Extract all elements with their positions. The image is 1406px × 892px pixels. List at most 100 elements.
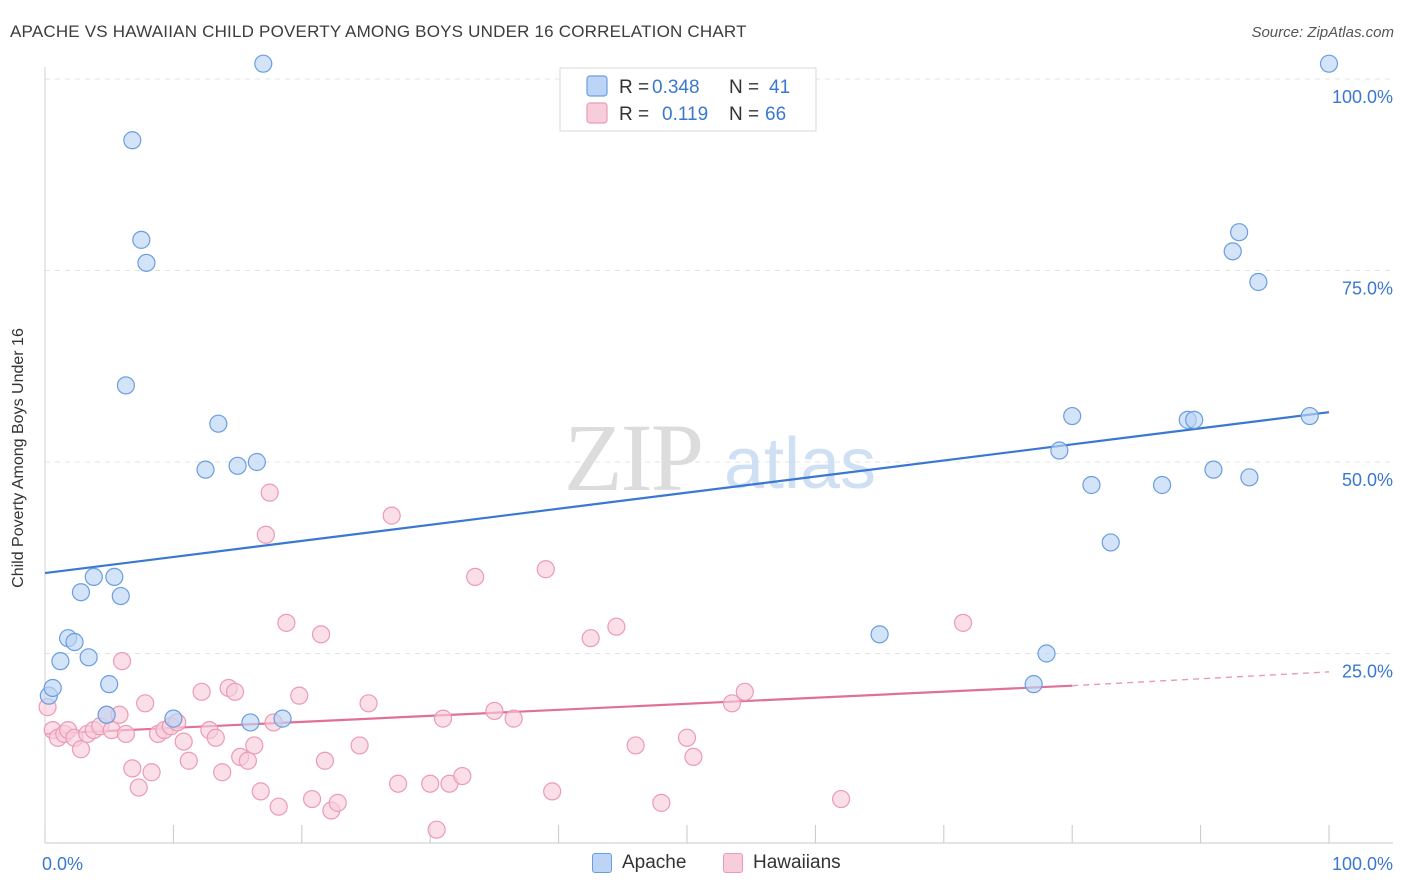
point-hawaiians-66: [722, 694, 742, 713]
point-apache-25: [1024, 675, 1043, 694]
legend-n-label-apache: N =: [729, 77, 759, 98]
legend-r-label-hawaiians: R =: [619, 104, 649, 125]
point-apache-23: [273, 709, 292, 728]
point-apache-12: [116, 376, 135, 395]
point-hawaiians-69: [831, 789, 851, 809]
bottom-legend-label-apache: Apache: [622, 852, 687, 873]
watermark-zip: ZIP: [564, 404, 702, 511]
point-hawaiians-46: [350, 736, 369, 755]
trend-line-apache: [44, 411, 1330, 575]
y-tick-label-1: 50.0%: [1342, 470, 1393, 490]
point-apache-15: [137, 253, 156, 272]
y-tick-label-2: 75.0%: [1342, 279, 1393, 299]
point-hawaiians-36: [260, 483, 279, 502]
point-apache-9: [100, 675, 119, 694]
bottom-legend-swatch-apache: [592, 853, 612, 873]
point-apache-30: [1101, 533, 1120, 552]
trend-line-dashed-hawaiians: [1072, 671, 1330, 687]
source-label: Source: ZipAtlas.com: [1251, 24, 1394, 41]
point-hawaiians-25: [192, 682, 211, 701]
point-apache-1: [43, 678, 62, 698]
point-apache-14: [132, 230, 151, 249]
point-apache-22: [254, 54, 273, 73]
point-hawaiians-65: [684, 747, 703, 767]
point-hawaiians-40: [290, 686, 309, 705]
legend: R = 0.348 N = 41 R = 0.119 N = 66: [559, 67, 817, 132]
point-hawaiians-42: [311, 625, 331, 644]
tick-labels: 25.0% 50.0% 75.0% 100.0% 0.0% 100.0%: [42, 87, 1393, 874]
grid-lines: [45, 78, 1393, 654]
point-apache-11: [111, 586, 130, 606]
point-apache-18: [209, 414, 228, 433]
legend-r-value-hawaiians: 0.119: [662, 104, 708, 125]
point-hawaiians-48: [382, 506, 401, 525]
point-hawaiians-35: [256, 525, 275, 544]
point-apache-20: [241, 713, 260, 732]
point-hawaiians-28: [213, 763, 232, 782]
point-apache-29: [1082, 475, 1101, 495]
bottom-legend-swatch-hawaiians: [723, 853, 743, 873]
point-hawaiians-27: [206, 728, 225, 747]
point-apache-26: [1037, 644, 1056, 663]
point-hawaiians-49: [389, 774, 408, 793]
point-hawaiians-15: [123, 759, 142, 778]
point-apache-24: [870, 625, 889, 644]
legend-n-label-hawaiians: N =: [729, 104, 759, 125]
point-apache-34: [1204, 460, 1223, 479]
point-apache-37: [1240, 468, 1259, 487]
point-hawaiians-34: [251, 782, 270, 801]
point-hawaiians-50: [421, 774, 440, 793]
point-apache-6: [79, 648, 98, 667]
point-apache-33: [1185, 410, 1204, 429]
point-hawaiians-58: [536, 560, 555, 579]
bottom-legend-hawaiians: Hawaiians: [723, 852, 841, 874]
point-hawaiians-57: [504, 709, 523, 728]
point-hawaiians-23: [174, 732, 193, 751]
point-hawaiians-55: [466, 567, 485, 587]
point-hawaiians-14: [116, 724, 135, 744]
chart-title: APACHE VS HAWAIIAN CHILD POVERTY AMONG B…: [10, 22, 747, 41]
x-tick-label-1: 100.0%: [1332, 854, 1393, 874]
point-hawaiians-6: [71, 740, 91, 759]
bottom-legend: Apache Hawaiians: [0, 852, 1406, 878]
point-hawaiians-51: [427, 820, 446, 839]
legend-r-label-apache: R =: [619, 77, 649, 98]
point-hawaiians-41: [302, 789, 322, 809]
point-hawaiians-59: [543, 782, 562, 801]
point-hawaiians-61: [607, 617, 626, 636]
point-hawaiians-39: [277, 613, 296, 632]
point-apache-10: [105, 567, 124, 587]
point-hawaiians-38: [269, 797, 288, 816]
point-apache-17: [196, 460, 215, 479]
point-apache-36: [1230, 223, 1249, 242]
y-tick-label-0: 25.0%: [1342, 662, 1393, 682]
point-hawaiians-60: [581, 629, 600, 648]
point-hawaiians-16: [129, 778, 148, 797]
bottom-legend-label-hawaiians: Hawaiians: [753, 852, 841, 873]
point-hawaiians-45: [328, 793, 347, 812]
point-apache-39: [1300, 406, 1319, 426]
point-apache-4: [65, 632, 84, 652]
y-tick-label-3: 100.0%: [1332, 87, 1393, 107]
point-hawaiians-67: [735, 682, 754, 701]
point-apache-7: [84, 567, 103, 587]
legend-swatch-hawaiians: [586, 102, 608, 124]
point-hawaiians-43: [315, 751, 335, 770]
point-hawaiians-33: [245, 736, 264, 755]
watermark-atlas: atlas: [724, 424, 876, 504]
point-hawaiians-13: [112, 652, 132, 671]
point-apache-16: [164, 709, 183, 728]
point-apache-19: [228, 456, 247, 475]
data-points: [38, 54, 1339, 839]
point-hawaiians-63: [652, 793, 671, 812]
point-apache-40: [1319, 54, 1339, 73]
point-hawaiians-47: [359, 694, 378, 713]
point-apache-31: [1152, 475, 1172, 495]
x-tick-label-0: 0.0%: [42, 854, 83, 874]
point-hawaiians-32: [238, 751, 257, 770]
legend-r-value-apache: 0.348: [652, 77, 700, 98]
point-hawaiians-64: [677, 728, 697, 747]
point-apache-35: [1223, 242, 1242, 261]
legend-n-value-apache: 41: [769, 77, 790, 98]
